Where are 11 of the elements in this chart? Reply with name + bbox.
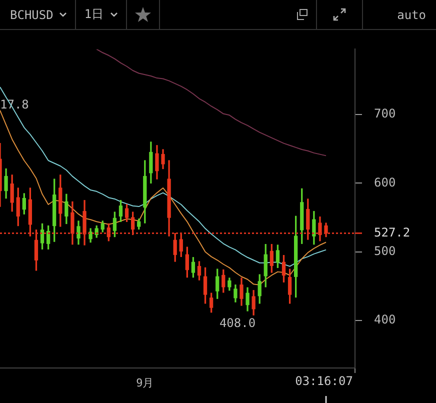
x-tick-label: 9月	[136, 376, 154, 390]
y-tick-label: 500	[374, 244, 396, 258]
y-tick-label: 400	[374, 312, 396, 327]
text: 1日	[84, 6, 104, 23]
ref-line-label: 527.2	[374, 225, 410, 240]
y-tick-label: 700	[374, 106, 396, 121]
annotation: 408.0	[219, 316, 256, 330]
text: 03:16:07	[295, 374, 353, 388]
text: auto	[397, 8, 426, 22]
chart-title: BCHUSD	[10, 8, 54, 22]
y-tick-label: 600	[374, 175, 396, 190]
